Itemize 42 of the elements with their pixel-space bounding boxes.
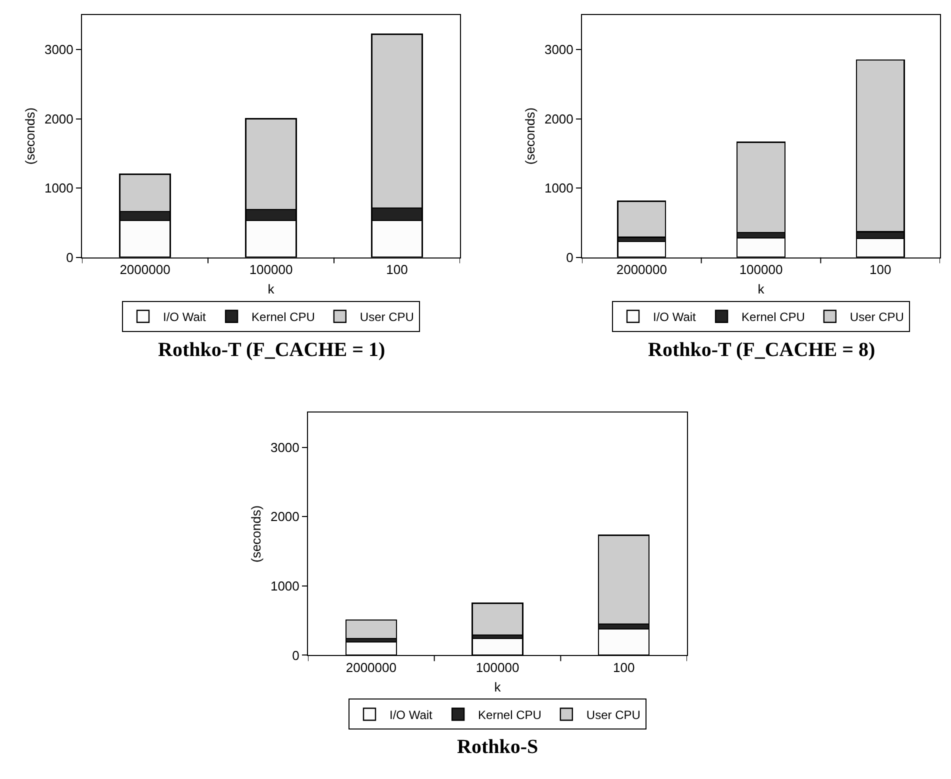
legend-label: Kernel CPU [252, 310, 315, 324]
x-axis-title: k [758, 282, 765, 297]
text: Rothko-T (F_CACHE = 8) [648, 339, 876, 361]
bar [617, 200, 666, 238]
y-tick-label: 2000 [44, 111, 74, 126]
x-tick-label: 100000 [739, 262, 783, 277]
y-tick-label: 3000 [544, 42, 574, 58]
text: Rothko-S [457, 736, 538, 758]
y-tick-label: 0 [566, 250, 574, 265]
bar [345, 619, 398, 640]
y-tick-label: 1000 [44, 180, 74, 196]
legend-label: Kernel CPU [742, 310, 805, 324]
y-tick-label: 3000 [44, 42, 74, 58]
legend-label: I/O Wait [390, 708, 434, 722]
legend-label: I/O Wait [163, 310, 207, 324]
y-tick-label: 2000 [270, 509, 300, 524]
legend-label: User CPU [850, 310, 904, 324]
legend-label: User CPU [360, 310, 414, 324]
y-axis-title: (seconds) [22, 108, 38, 165]
y-tick-label: 0 [66, 250, 74, 265]
bar [472, 602, 524, 636]
y-axis-title: (seconds) [522, 108, 538, 165]
x-tick-label: 100000 [476, 660, 520, 675]
y-tick-label: 1000 [270, 578, 300, 594]
legend-label: User CPU [586, 708, 640, 722]
x-tick-label: 2000000 [346, 660, 396, 675]
y-axis-title: (seconds) [248, 505, 264, 562]
x-tick-label: 100 [612, 660, 635, 675]
x-tick-label: 2000000 [120, 262, 170, 277]
y-tick-label: 1000 [544, 180, 574, 196]
x-axis-title: k [494, 679, 502, 694]
y-tick-label: 3000 [270, 440, 300, 455]
x-tick-label: 100 [386, 262, 408, 277]
x-tick-label: 2000000 [616, 262, 667, 277]
x-tick-label: 100 [869, 262, 892, 277]
x-tick-label: 100000 [249, 262, 293, 277]
legend-label: Kernel CPU [478, 708, 542, 722]
legend-label: I/O Wait [653, 310, 697, 324]
y-tick-label: 0 [292, 648, 300, 663]
y-tick-label: 2000 [544, 111, 574, 126]
text: Rothko-T (F_CACHE = 1) [158, 339, 386, 361]
x-axis-title: k [268, 282, 275, 297]
